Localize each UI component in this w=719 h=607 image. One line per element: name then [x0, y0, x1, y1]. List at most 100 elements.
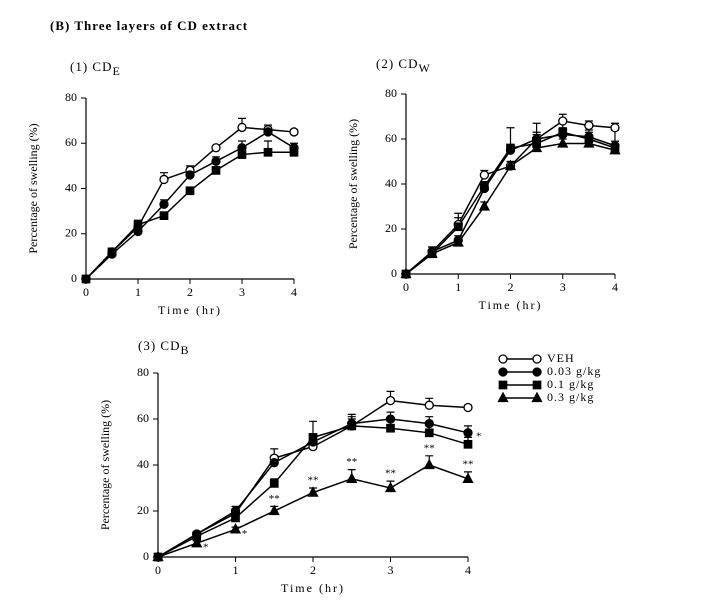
title-text: (3) CD	[138, 338, 180, 353]
marker	[231, 513, 240, 523]
marker	[269, 479, 279, 488]
significance-marker: **	[269, 493, 280, 505]
marker	[557, 137, 569, 148]
legend-marker	[498, 367, 508, 377]
marker	[237, 150, 247, 159]
marker	[229, 523, 242, 534]
title-subscript: E	[112, 64, 120, 78]
marker	[237, 122, 247, 133]
significance-marker: **	[308, 475, 319, 487]
marker	[558, 127, 568, 137]
marker	[159, 199, 169, 209]
marker	[452, 236, 464, 247]
marker	[289, 127, 299, 137]
legend-label: 0.1 g/kg	[547, 377, 594, 391]
chart-title: (1) CDE	[70, 59, 121, 78]
marker	[346, 472, 358, 483]
y-tick-label: 80	[385, 86, 397, 100]
significance-marker: **	[385, 468, 396, 480]
marker	[462, 472, 474, 483]
x-axis-label: Time (hr)	[479, 298, 543, 312]
figure-header: (B) Three layers of CD extract	[50, 18, 248, 33]
x-tick-label: 2	[187, 285, 193, 299]
y-tick-label: 20	[385, 221, 397, 235]
y-tick-label: 80	[137, 365, 149, 379]
marker	[268, 504, 280, 516]
x-tick-label: 1	[233, 563, 239, 577]
marker	[480, 181, 489, 191]
marker	[453, 222, 463, 232]
title-subscript: W	[418, 61, 430, 75]
significance-marker: **	[463, 458, 474, 470]
chart-title: (2) CDW	[376, 56, 431, 75]
title-text: (2) CD	[376, 56, 418, 71]
marker	[289, 147, 299, 157]
marker	[424, 428, 434, 438]
title-text: (1) CD	[70, 59, 112, 74]
marker	[584, 120, 594, 131]
marker	[185, 170, 195, 180]
marker	[558, 116, 568, 126]
series-line	[85, 126, 295, 280]
y-axis-label: Percentage of swelling (%)	[346, 119, 360, 249]
marker	[211, 156, 221, 167]
legend-marker	[498, 380, 508, 390]
marker	[583, 137, 595, 148]
x-tick-label: 4	[612, 280, 618, 294]
y-tick-label: 20	[137, 503, 149, 517]
y-tick-label: 40	[385, 176, 397, 190]
marker	[463, 402, 473, 413]
chart-title: (3) CDB	[138, 338, 189, 357]
marker	[506, 143, 515, 153]
marker	[424, 418, 434, 429]
marker	[478, 200, 490, 211]
significance-marker: **	[424, 442, 435, 454]
legend-marker	[498, 354, 508, 364]
legend-marker	[531, 391, 543, 403]
x-tick-label: 2	[310, 563, 316, 577]
x-tick-label: 3	[560, 280, 566, 294]
marker	[308, 433, 318, 442]
chart-panel: (1) CDE 0 20 40 60 80 0 1 2 3 4 Time (hr) Percentage…	[26, 59, 299, 317]
y-tick-label: 60	[65, 135, 77, 149]
marker	[424, 400, 434, 410]
marker	[185, 186, 195, 196]
x-axis-label: Time (hr)	[158, 303, 222, 317]
marker	[263, 147, 273, 157]
y-tick-label: 60	[137, 411, 149, 425]
marker	[159, 211, 169, 220]
y-tick-label: 40	[65, 180, 77, 194]
y-tick-label: 80	[65, 90, 77, 104]
x-tick-label: 4	[291, 285, 297, 299]
marker	[211, 166, 221, 175]
legend-label: VEH	[547, 351, 575, 365]
marker	[81, 274, 91, 284]
significance-marker: **	[346, 456, 357, 468]
marker	[133, 220, 143, 230]
marker	[423, 458, 435, 470]
marker	[386, 423, 395, 433]
marker	[426, 247, 438, 258]
marker	[385, 414, 396, 424]
marker	[269, 458, 279, 468]
marker	[159, 174, 169, 185]
marker	[347, 421, 357, 431]
marker	[211, 143, 221, 153]
x-tick-label: 1	[135, 285, 141, 299]
y-tick-label: 20	[65, 226, 77, 240]
significance-marker: *	[203, 542, 209, 554]
marker	[610, 123, 620, 133]
marker	[504, 159, 517, 171]
marker	[384, 481, 397, 493]
legend-marker	[497, 391, 509, 403]
marker	[191, 536, 203, 548]
series-line	[85, 131, 295, 280]
y-axis-label: Percentage of swelling (%)	[26, 123, 40, 253]
marker	[609, 143, 621, 155]
chart-panel: (3) CDB 0 20 40 60 80 0 1 2 3 4 Time (hr) Percentage…	[98, 338, 601, 595]
y-tick-label: 0	[391, 266, 397, 280]
series-line	[405, 133, 616, 275]
marker	[152, 550, 164, 562]
significance-marker: *	[476, 430, 482, 442]
x-tick-label: 3	[239, 285, 245, 299]
